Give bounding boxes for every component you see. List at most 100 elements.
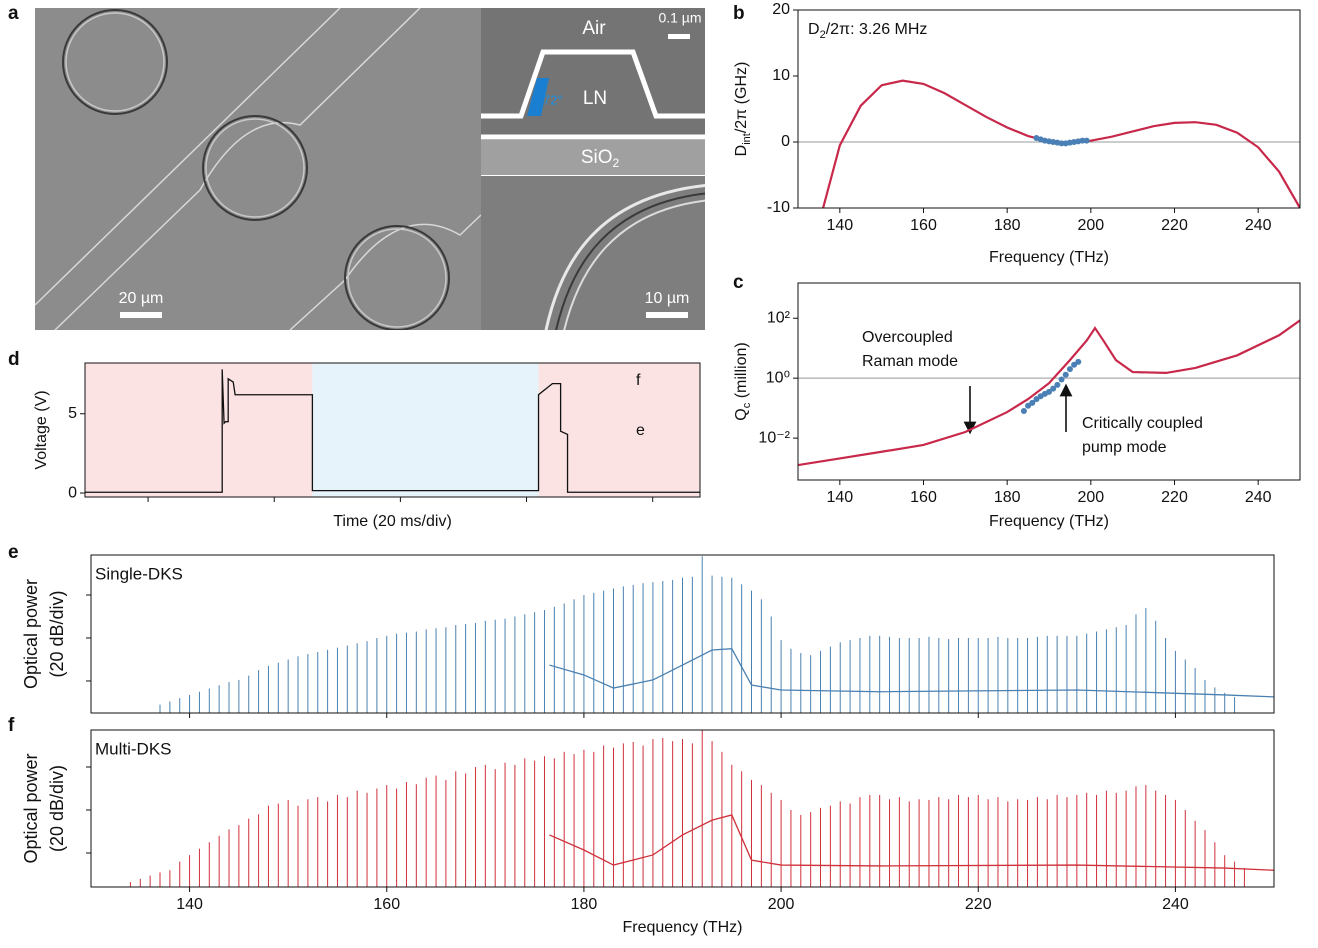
x-tick-label: 180 [571, 896, 598, 913]
ring [65, 12, 165, 112]
annotation: e [636, 422, 645, 439]
text-part: /2π: 3.26 MHz [826, 21, 928, 38]
scale-bar [120, 312, 162, 318]
x-tick-label: 220 [965, 896, 992, 913]
text-part: D [733, 145, 750, 157]
plot-frame [90, 554, 1275, 714]
material-label: SiO2 [581, 147, 620, 170]
y-tick-label: 20 [772, 1, 790, 18]
data-point [1054, 381, 1061, 388]
x-tick-label: 140 [176, 896, 203, 913]
sem-background [35, 8, 481, 330]
y-axis-label: Optical power [21, 753, 41, 863]
plot-frame [797, 282, 1301, 481]
annotation: pump mode [1082, 439, 1167, 456]
data-point [1062, 371, 1069, 378]
annotation: D2/2π: 3.26 MHz [808, 21, 927, 41]
data-point [1046, 388, 1052, 395]
ring [202, 115, 308, 221]
text-part: SiO [581, 147, 613, 168]
x-tick-label: 200 [1077, 217, 1104, 234]
annotation: f [636, 372, 641, 389]
x-tick-label: 200 [1077, 489, 1104, 506]
x-tick-label: 180 [994, 217, 1021, 234]
y-tick-label: 5 [68, 405, 77, 422]
y-tick-label: -10 [767, 199, 790, 216]
x-tick-label: 240 [1245, 217, 1272, 234]
plot-area [159, 556, 1274, 713]
scale-bar [646, 312, 688, 318]
angle-marker [527, 78, 549, 116]
text-part: (million) [733, 342, 750, 402]
ring [62, 9, 168, 115]
ring-edge [544, 184, 705, 330]
plot-area [85, 363, 700, 497]
data-point [1020, 408, 1027, 415]
text-part: /2π (GHz) [733, 62, 750, 133]
data-point [1050, 385, 1057, 392]
x-tick-label: 220 [1161, 217, 1188, 234]
y-axis-label: Dint/2π (GHz) [733, 62, 753, 157]
material-label: LN [583, 88, 607, 109]
data-point [1058, 376, 1065, 383]
data-point [1033, 396, 1040, 403]
data-line [798, 319, 1300, 467]
panel-label: b [733, 3, 745, 24]
data-point [1079, 137, 1086, 144]
y-tick-label: 0 [781, 133, 790, 150]
material-label: Air [582, 18, 606, 39]
region [85, 363, 313, 497]
region [312, 363, 539, 497]
scale-label: 0.1 µm [658, 10, 701, 26]
scale-bar [668, 34, 690, 39]
waveguides [35, 8, 481, 330]
text-part: D [808, 21, 820, 38]
x-axis-label: Frequency (THz) [989, 513, 1109, 530]
x-tick-label: 140 [826, 489, 853, 506]
data-line [85, 369, 700, 493]
y-axis-label: (20 dB/div) [47, 590, 67, 677]
spectrum-label: Single-DKS [95, 564, 183, 583]
subscript: 2 [820, 29, 826, 41]
y-tick-label: 10 [772, 67, 790, 84]
data-point [1025, 402, 1032, 409]
x-tick-label: 240 [1245, 489, 1272, 506]
plot-frame [84, 362, 701, 498]
x-tick-label: 160 [910, 489, 937, 506]
x-axis-label: Time (20 ms/div) [333, 513, 452, 530]
plot-frame [90, 729, 1275, 888]
x-tick-label: 220 [1161, 489, 1188, 506]
data-point [1029, 399, 1036, 406]
x-axis-label: Frequency (THz) [622, 919, 742, 936]
annotation: Raman mode [862, 353, 958, 370]
ring-edge [563, 199, 705, 330]
region [538, 363, 700, 497]
substrate [481, 140, 705, 175]
plot-area [798, 319, 1300, 467]
annotation: Critically coupled [1082, 415, 1203, 432]
waveguide [35, 8, 341, 306]
subscript: 2 [613, 156, 620, 170]
waveguide [54, 189, 201, 330]
ring-edge [555, 192, 705, 330]
y-axis-label: Voltage (V) [33, 390, 50, 469]
text-part: Q [733, 408, 750, 420]
waveguide [199, 8, 421, 191]
scale-label: 20 µm [119, 290, 164, 307]
panel-label: e [8, 542, 19, 563]
y-tick-label: 0 [68, 484, 77, 501]
data-point [1075, 358, 1082, 365]
y-axis-label: (20 dB/div) [47, 765, 67, 852]
data-point [1071, 361, 1078, 368]
scale-label: 10 µm [645, 290, 690, 307]
data-line [549, 814, 1274, 871]
data-point [1066, 366, 1073, 373]
data-line [549, 648, 1274, 698]
sem-image: 20 µm Air LN SiO2 72° 0.1 µm 10 µm [35, 8, 705, 330]
panel-label: c [733, 272, 744, 293]
panel-label: a [8, 3, 19, 24]
x-tick-label: 240 [1162, 896, 1189, 913]
x-tick-label: 200 [768, 896, 795, 913]
